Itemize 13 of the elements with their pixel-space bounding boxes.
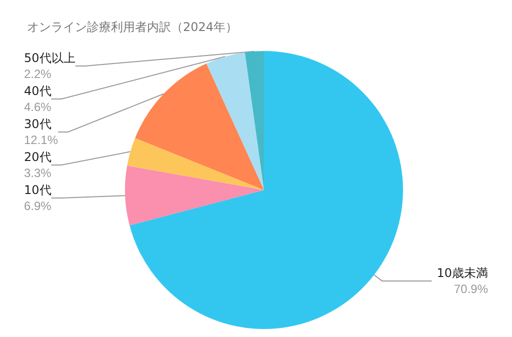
data-label: 2.2% — [24, 67, 52, 81]
slice-label: 10代 — [24, 183, 52, 197]
chart-title: オンライン診療利用者内訳（2024年） — [27, 20, 238, 34]
slice-label: 10歳未満 — [436, 266, 488, 280]
slice-label: 40代 — [24, 84, 52, 98]
data-label: 70.9% — [454, 282, 488, 296]
slice-label: 20代 — [24, 150, 52, 164]
slice-label: 30代 — [24, 117, 52, 131]
data-label: 3.3% — [24, 166, 52, 180]
data-label: 4.6% — [24, 100, 52, 114]
data-label: 12.1% — [24, 133, 58, 147]
slice-label: 50代以上 — [24, 51, 76, 65]
data-label: 6.9% — [24, 199, 52, 213]
